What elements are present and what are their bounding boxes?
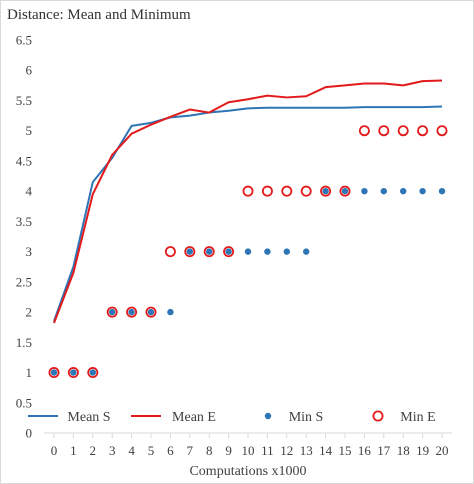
x-tick-label: 1 <box>70 443 77 458</box>
point-min-s <box>50 369 58 376</box>
point-min-s <box>419 187 426 195</box>
point-min-e <box>106 306 118 318</box>
y-tick-label: 3.5 <box>16 214 32 229</box>
x-tick-label: 11 <box>261 443 274 458</box>
x-tick-label: 20 <box>436 443 449 458</box>
point-min-e <box>339 185 351 197</box>
series-markers <box>48 125 448 379</box>
x-tick-label: 6 <box>167 443 174 458</box>
x-tick-label: 3 <box>109 443 116 458</box>
point-min-e <box>67 367 79 379</box>
point-min-s <box>322 187 329 195</box>
point-min-s <box>206 248 213 255</box>
point-min-s <box>438 187 446 195</box>
point-min-e <box>261 185 273 197</box>
x-tick-label: 4 <box>128 443 135 458</box>
point-min-s <box>303 248 310 255</box>
point-min-e <box>164 246 176 258</box>
x-tick-label: 12 <box>280 443 293 458</box>
x-tick-label: 16 <box>358 443 372 458</box>
y-tick-label: 0.5 <box>16 395 32 410</box>
x-tick-label: 5 <box>148 443 155 458</box>
point-min-e <box>126 306 138 318</box>
point-min-e <box>320 185 332 197</box>
point-min-s <box>244 248 252 255</box>
x-tick-label: 14 <box>319 443 333 458</box>
x-tick-label: 0 <box>51 443 58 458</box>
point-min-s <box>380 187 387 195</box>
y-tick-label: 6 <box>26 63 33 78</box>
legend-label-min-e: Min E <box>400 410 435 425</box>
x-tick-label: 2 <box>90 443 97 458</box>
point-min-e <box>358 125 370 137</box>
point-min-s <box>70 369 77 376</box>
y-tick-label: 0 <box>26 426 33 441</box>
point-min-s <box>128 308 135 316</box>
x-tick-label: 15 <box>339 443 352 458</box>
point-min-e <box>203 246 215 258</box>
point-min-s <box>341 187 349 195</box>
point-min-s <box>89 369 97 376</box>
x-axis-title: Computations x1000 <box>189 464 306 479</box>
y-tick-label: 1 <box>26 365 33 380</box>
point-min-s <box>147 308 155 316</box>
point-min-e <box>281 185 293 197</box>
y-tick-label: 2 <box>26 305 33 320</box>
point-min-s <box>361 187 368 195</box>
y-tick-label: 6.5 <box>16 33 32 48</box>
point-min-s <box>186 248 193 255</box>
y-tick-label: 1.5 <box>16 335 32 350</box>
point-min-e <box>145 306 157 318</box>
point-min-s <box>283 248 290 255</box>
point-min-e <box>378 125 390 137</box>
point-min-e <box>300 185 312 197</box>
x-tick-label: 17 <box>377 443 391 458</box>
x-tick-label: 18 <box>397 443 410 458</box>
x-tick-label: 7 <box>187 443 194 458</box>
point-min-e <box>87 367 99 379</box>
y-tick-label: 5 <box>26 123 33 138</box>
y-tick-label: 4 <box>26 184 33 199</box>
x-tick-label: 13 <box>300 443 313 458</box>
series-lines <box>53 79 443 324</box>
point-min-s <box>109 308 116 316</box>
y-tick-label: 2.5 <box>16 274 32 289</box>
legend: Mean S Mean E Min S Min E <box>28 410 436 425</box>
x-tick-label: 8 <box>206 443 213 458</box>
point-min-e <box>436 125 448 137</box>
y-axis: 0 0.5 1 1.5 2 2.5 3 3.5 4 4.5 5 5.5 6 6.5 <box>16 33 33 441</box>
point-min-e <box>184 246 196 258</box>
x-tick-label: 19 <box>416 443 429 458</box>
legend-label-mean-s: Mean S <box>67 410 110 425</box>
point-min-e <box>417 125 429 137</box>
legend-label-min-s: Min S <box>289 410 324 425</box>
y-tick-label: 4.5 <box>16 153 32 168</box>
point-min-e <box>48 367 60 379</box>
x-tick-label: 9 <box>225 443 232 458</box>
x-tick-label: 10 <box>242 443 255 458</box>
x-axis: 0 1 2 3 4 5 6 7 8 9 10 11 12 13 14 15 16 17 18 19 20 <box>44 432 452 458</box>
legend-label-mean-e: Mean E <box>172 410 216 425</box>
series-line-mean-s <box>53 105 443 322</box>
series-line-mean-e <box>53 79 443 324</box>
chart-title: Distance: Mean and Minimum <box>7 7 191 23</box>
legend-swatch-min-e <box>372 410 384 422</box>
point-min-s <box>167 308 174 316</box>
point-min-s <box>264 248 271 255</box>
point-min-s <box>400 187 407 195</box>
y-tick-label: 3 <box>26 244 33 259</box>
point-min-e <box>242 185 254 197</box>
point-min-e <box>397 125 409 137</box>
legend-swatch-min-s <box>264 412 272 420</box>
point-min-e <box>223 246 235 258</box>
y-tick-label: 5.5 <box>16 93 32 108</box>
point-min-s <box>225 248 232 255</box>
